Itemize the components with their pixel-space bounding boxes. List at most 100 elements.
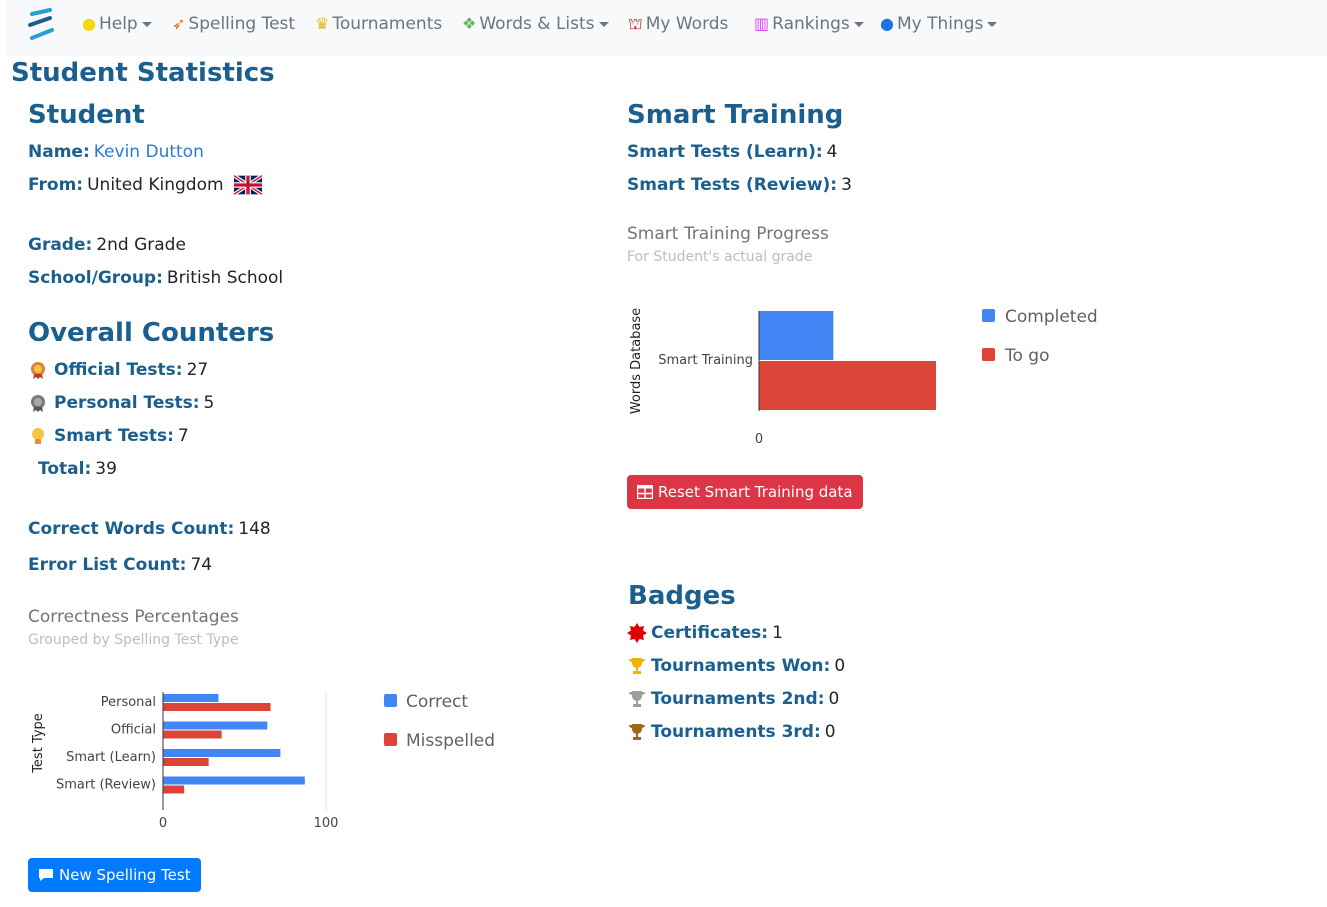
table-icon (637, 485, 653, 499)
nav-rankings[interactable]: ▥ Rankings (754, 12, 864, 36)
tournaments-second-label: Tournaments 2nd: (651, 689, 825, 709)
correct-words-label: Correct Words Count: (28, 519, 235, 539)
chevron-down-icon (141, 21, 152, 27)
site-logo[interactable] (26, 8, 56, 42)
nav-spelling-test[interactable]: ➶ Spelling Test (172, 12, 295, 36)
bar-correct (163, 749, 281, 757)
nav-rankings-label: Rankings (772, 14, 850, 34)
student-name-row: Name: Kevin Dutton (28, 142, 204, 162)
legend-swatch (982, 309, 995, 322)
tournaments-second-value: 0 (828, 689, 840, 709)
from-value: United Kingdom (87, 175, 224, 195)
y-axis-title: Words Database (629, 308, 644, 414)
certificates-label: Certificates: (651, 623, 769, 643)
legend-label: To go (1004, 346, 1050, 366)
nav-tournaments[interactable]: ♛ Tournaments (315, 12, 442, 36)
nav-words-lists-label: Words & Lists (479, 14, 595, 34)
legend-label: Completed (1005, 307, 1098, 327)
bar-correct (163, 776, 305, 785)
school-value: British School (166, 268, 284, 288)
badges-heading: Badges (628, 581, 736, 611)
nav-my-things[interactable]: ● My Things (880, 12, 998, 36)
y-tick-label: Smart (Review) (56, 778, 156, 793)
speech-bubble-icon (39, 869, 53, 881)
name-label: Name: (28, 142, 90, 162)
bronze-trophy-icon (629, 724, 645, 740)
error-list-row: Error List Count: 74 (28, 555, 212, 575)
page-title: Student Statistics (11, 58, 275, 88)
personal-tests-row: Personal Tests: 5 (28, 393, 214, 413)
student-school-row: School/Group: British School (28, 268, 283, 288)
nav-help[interactable]: ● Help (82, 12, 152, 36)
student-from-row: From: United Kingdom (28, 175, 262, 195)
trophy-icon: ♛ (315, 14, 330, 33)
tournaments-won-value: 0 (834, 656, 846, 676)
smart-tests-value: 7 (177, 426, 189, 446)
smart-learn-value: 4 (826, 142, 838, 162)
bar-chart-icon: ▥ (754, 14, 770, 33)
y-axis-title: Test Type (31, 713, 46, 774)
smart-review-label: Smart Tests (Review): (627, 175, 838, 195)
nav-my-words-label: My Words (645, 14, 729, 34)
official-tests-row: Official Tests: 27 (28, 360, 208, 380)
bar-misspelled (163, 730, 222, 739)
smart-progress-chart: Smart Training 0 Words Database Completed To… (629, 307, 1098, 447)
smart-learn-label: Smart Tests (Learn): (627, 142, 823, 162)
bar-to-go (759, 361, 936, 410)
medal-icon (31, 362, 45, 379)
new-spelling-test-button[interactable]: New Spelling Test (28, 858, 201, 892)
lightbulb-icon (32, 428, 44, 444)
student-grade-row: Grade: 2nd Grade (28, 235, 186, 255)
student-heading: Student (28, 100, 145, 130)
x-tick-label: 0 (755, 432, 763, 447)
y-tick-label: Personal (101, 695, 156, 710)
legend-swatch (982, 348, 995, 361)
tournaments-second-row: Tournaments 2nd: 0 (627, 689, 839, 709)
bar-misspelled (163, 758, 209, 766)
legend-swatch (384, 733, 397, 746)
nav-spelling-test-label: Spelling Test (188, 14, 296, 34)
total-value: 39 (95, 459, 117, 479)
student-name-link[interactable]: Kevin Dutton (93, 142, 204, 162)
y-tick-label: Official (111, 723, 156, 738)
grey-medal-icon (31, 395, 45, 412)
smart-progress-chart-title: Smart Training Progress (627, 224, 829, 244)
nav-tournaments-label: Tournaments (332, 14, 443, 34)
tournaments-third-row: Tournaments 3rd: 0 (627, 722, 836, 742)
bar-correct (163, 721, 268, 730)
nav-my-words[interactable]: ⛫ My Words (628, 12, 728, 36)
bar-correct (163, 694, 219, 702)
x-tick-label: 0 (159, 816, 167, 831)
smart-review-value: 3 (841, 175, 852, 195)
cubes-icon: ❖ (462, 14, 477, 33)
legend-label: Correct (406, 692, 468, 712)
tournaments-won-row: Tournaments Won: 0 (627, 656, 845, 676)
tournaments-third-value: 0 (824, 722, 836, 742)
basket-icon: ⛫ (628, 14, 643, 33)
from-label: From: (28, 175, 84, 195)
school-label: School/Group: (28, 268, 163, 288)
grade-label: Grade: (28, 235, 93, 255)
smart-tests-row: Smart Tests: 7 (28, 426, 189, 446)
smart-progress-chart-subtitle: For Student's actual grade (627, 249, 813, 265)
lightbulb-icon: ● (82, 14, 96, 33)
reset-smart-training-label: Reset Smart Training data (658, 483, 853, 501)
silver-trophy-icon (629, 691, 645, 707)
total-tests-row: Total: 39 (38, 459, 117, 479)
overall-counters-heading: Overall Counters (28, 318, 275, 348)
legend-label: Misspelled (406, 731, 495, 751)
error-list-label: Error List Count: (28, 555, 187, 575)
correctness-chart-title: Correctness Percentages (28, 607, 239, 627)
nav-words-lists[interactable]: ❖ Words & Lists (462, 12, 609, 36)
smart-review-row: Smart Tests (Review): 3 (627, 175, 852, 195)
certificates-row: Certificates: 1 (627, 623, 783, 643)
error-list-value: 74 (190, 555, 213, 575)
y-tick-label: Smart (Learn) (66, 750, 156, 765)
correct-words-row: Correct Words Count: 148 (28, 519, 271, 539)
reset-smart-training-button[interactable]: Reset Smart Training data (627, 475, 863, 509)
y-tick-label: Smart Training (658, 353, 753, 368)
user-icon: ● (880, 14, 894, 33)
personal-tests-label: Personal Tests: (54, 393, 200, 413)
correctness-chart-subtitle: Grouped by Spelling Test Type (28, 632, 239, 648)
tournaments-won-label: Tournaments Won: (651, 656, 831, 676)
